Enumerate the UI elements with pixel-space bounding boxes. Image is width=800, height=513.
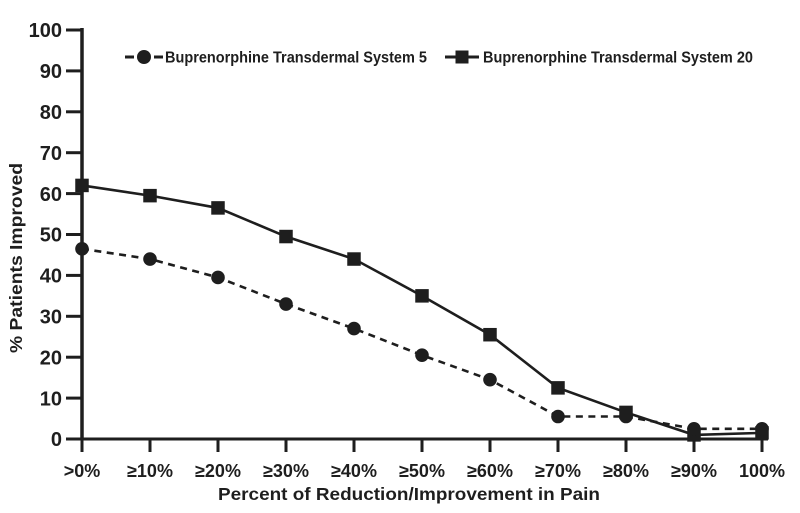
x-tick-label: >0% xyxy=(64,461,101,481)
circle-marker xyxy=(687,421,701,436)
legend-circle-marker xyxy=(137,50,151,64)
y-axis-ticks: 0 10 20 30 40 50 60 70 80 90 100 xyxy=(29,20,82,451)
circle-marker xyxy=(347,321,361,336)
circle-marker xyxy=(755,421,769,436)
series-line-solid xyxy=(81,184,763,437)
square-marker xyxy=(415,289,429,303)
x-tick-label: ≥20% xyxy=(195,461,241,481)
square-marker xyxy=(143,188,157,203)
circle-marker xyxy=(415,348,429,362)
circle-marker xyxy=(619,409,633,424)
legend: Buprenorphine Transdermal System 5 Bupren… xyxy=(125,50,753,67)
y-tick-label: 0 xyxy=(51,429,62,451)
square-marker xyxy=(279,229,293,244)
series-circle xyxy=(75,242,769,436)
y-tick-label: 50 xyxy=(40,225,62,247)
x-tick-label: ≥80% xyxy=(603,461,649,481)
y-axis-title: % Patients Improved xyxy=(6,163,26,353)
series-line-dashed xyxy=(81,247,762,431)
x-tick-label: ≥50% xyxy=(399,461,445,481)
x-axis-title: Percent of Reduction/Improvement in Pain xyxy=(218,484,600,504)
legend-square-marker xyxy=(455,50,469,64)
x-tick-label: ≥10% xyxy=(127,461,173,481)
x-tick-label: ≥60% xyxy=(467,461,513,481)
square-marker xyxy=(551,381,565,395)
square-marker xyxy=(75,178,89,193)
x-axis-ticks: >0% ≥10% ≥20% ≥30% ≥40% ≥50% ≥60% ≥70% ≥80% ≥90% 1… xyxy=(64,439,785,481)
y-tick-label: 20 xyxy=(40,347,62,369)
square-marker xyxy=(347,252,361,266)
circle-marker xyxy=(75,242,89,256)
y-tick-label: 70 xyxy=(40,143,62,165)
square-marker xyxy=(211,201,225,215)
circle-marker xyxy=(551,409,565,424)
y-tick-label: 100 xyxy=(29,20,62,42)
y-tick-label: 30 xyxy=(40,307,62,329)
axes xyxy=(80,28,768,441)
legend-label: Buprenorphine Transdermal System 5 xyxy=(165,50,427,67)
y-tick-label: 80 xyxy=(40,102,62,124)
axis-titles: Percent of Reduction/Improvement in Pain… xyxy=(6,163,600,504)
circle-marker xyxy=(279,297,293,311)
y-tick-label: 40 xyxy=(40,266,62,288)
x-tick-label: ≥70% xyxy=(535,461,581,481)
series-square xyxy=(75,178,769,442)
circle-marker xyxy=(143,252,157,266)
x-tick-label: ≥30% xyxy=(263,461,309,481)
circle-marker xyxy=(483,372,497,387)
x-tick-label: 100% xyxy=(739,461,785,481)
legend-label: Buprenorphine Transdermal System 20 xyxy=(483,50,753,67)
y-tick-label: 60 xyxy=(40,184,62,206)
x-tick-label: ≥90% xyxy=(671,461,717,481)
circle-marker xyxy=(211,270,225,285)
y-tick-label: 10 xyxy=(40,388,62,410)
square-marker xyxy=(483,327,497,342)
y-tick-label: 90 xyxy=(40,61,62,83)
x-tick-label: ≥40% xyxy=(331,461,377,481)
